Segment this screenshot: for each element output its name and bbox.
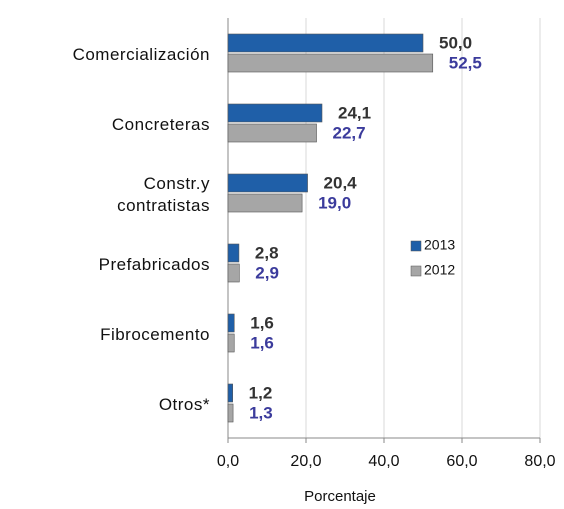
- value-label: 1,6: [250, 313, 274, 332]
- bar: [227, 313, 235, 333]
- legend-label: 2012: [424, 262, 455, 278]
- x-axis-title: Porcentaje: [304, 488, 376, 505]
- value-label: 24,1: [338, 103, 371, 122]
- category-label: Fibrocemento: [100, 325, 210, 344]
- bar: [227, 53, 434, 73]
- value-label: 50,0: [439, 33, 472, 52]
- value-label: 19,0: [318, 193, 351, 212]
- value-label: 1,2: [249, 383, 273, 402]
- bar: [227, 103, 323, 123]
- legend-swatch: [410, 240, 422, 252]
- value-label: 52,5: [449, 53, 482, 72]
- value-label: 22,7: [333, 123, 366, 142]
- x-tick-label: 40,0: [368, 453, 399, 470]
- bar: [227, 33, 424, 53]
- legend-label: 2013: [424, 237, 455, 253]
- value-label: 2,9: [255, 263, 279, 282]
- bar: [227, 193, 303, 213]
- category-label: Concreteras: [111, 115, 210, 134]
- x-tick-label: 80,0: [524, 453, 555, 470]
- value-label: 1,6: [250, 333, 274, 352]
- bar: [227, 173, 308, 193]
- bar: [227, 403, 234, 423]
- x-tick-label: 60,0: [446, 453, 477, 470]
- bar: [227, 243, 240, 263]
- x-tick-label: 0,0: [217, 453, 239, 470]
- category-label: Otros*: [158, 395, 210, 414]
- category-label: Comercialización: [72, 45, 210, 64]
- bar: [227, 263, 240, 283]
- bar: [227, 123, 317, 143]
- value-label: 20,4: [324, 173, 358, 192]
- value-label: 1,3: [249, 403, 273, 422]
- legend-swatch: [410, 265, 422, 277]
- bar: [227, 333, 235, 353]
- category-label: Constr.y contratistas: [117, 174, 210, 215]
- x-tick-label: 20,0: [290, 453, 321, 470]
- category-label: Prefabricados: [98, 255, 210, 274]
- bar: [227, 383, 233, 403]
- value-label: 2,8: [255, 243, 279, 262]
